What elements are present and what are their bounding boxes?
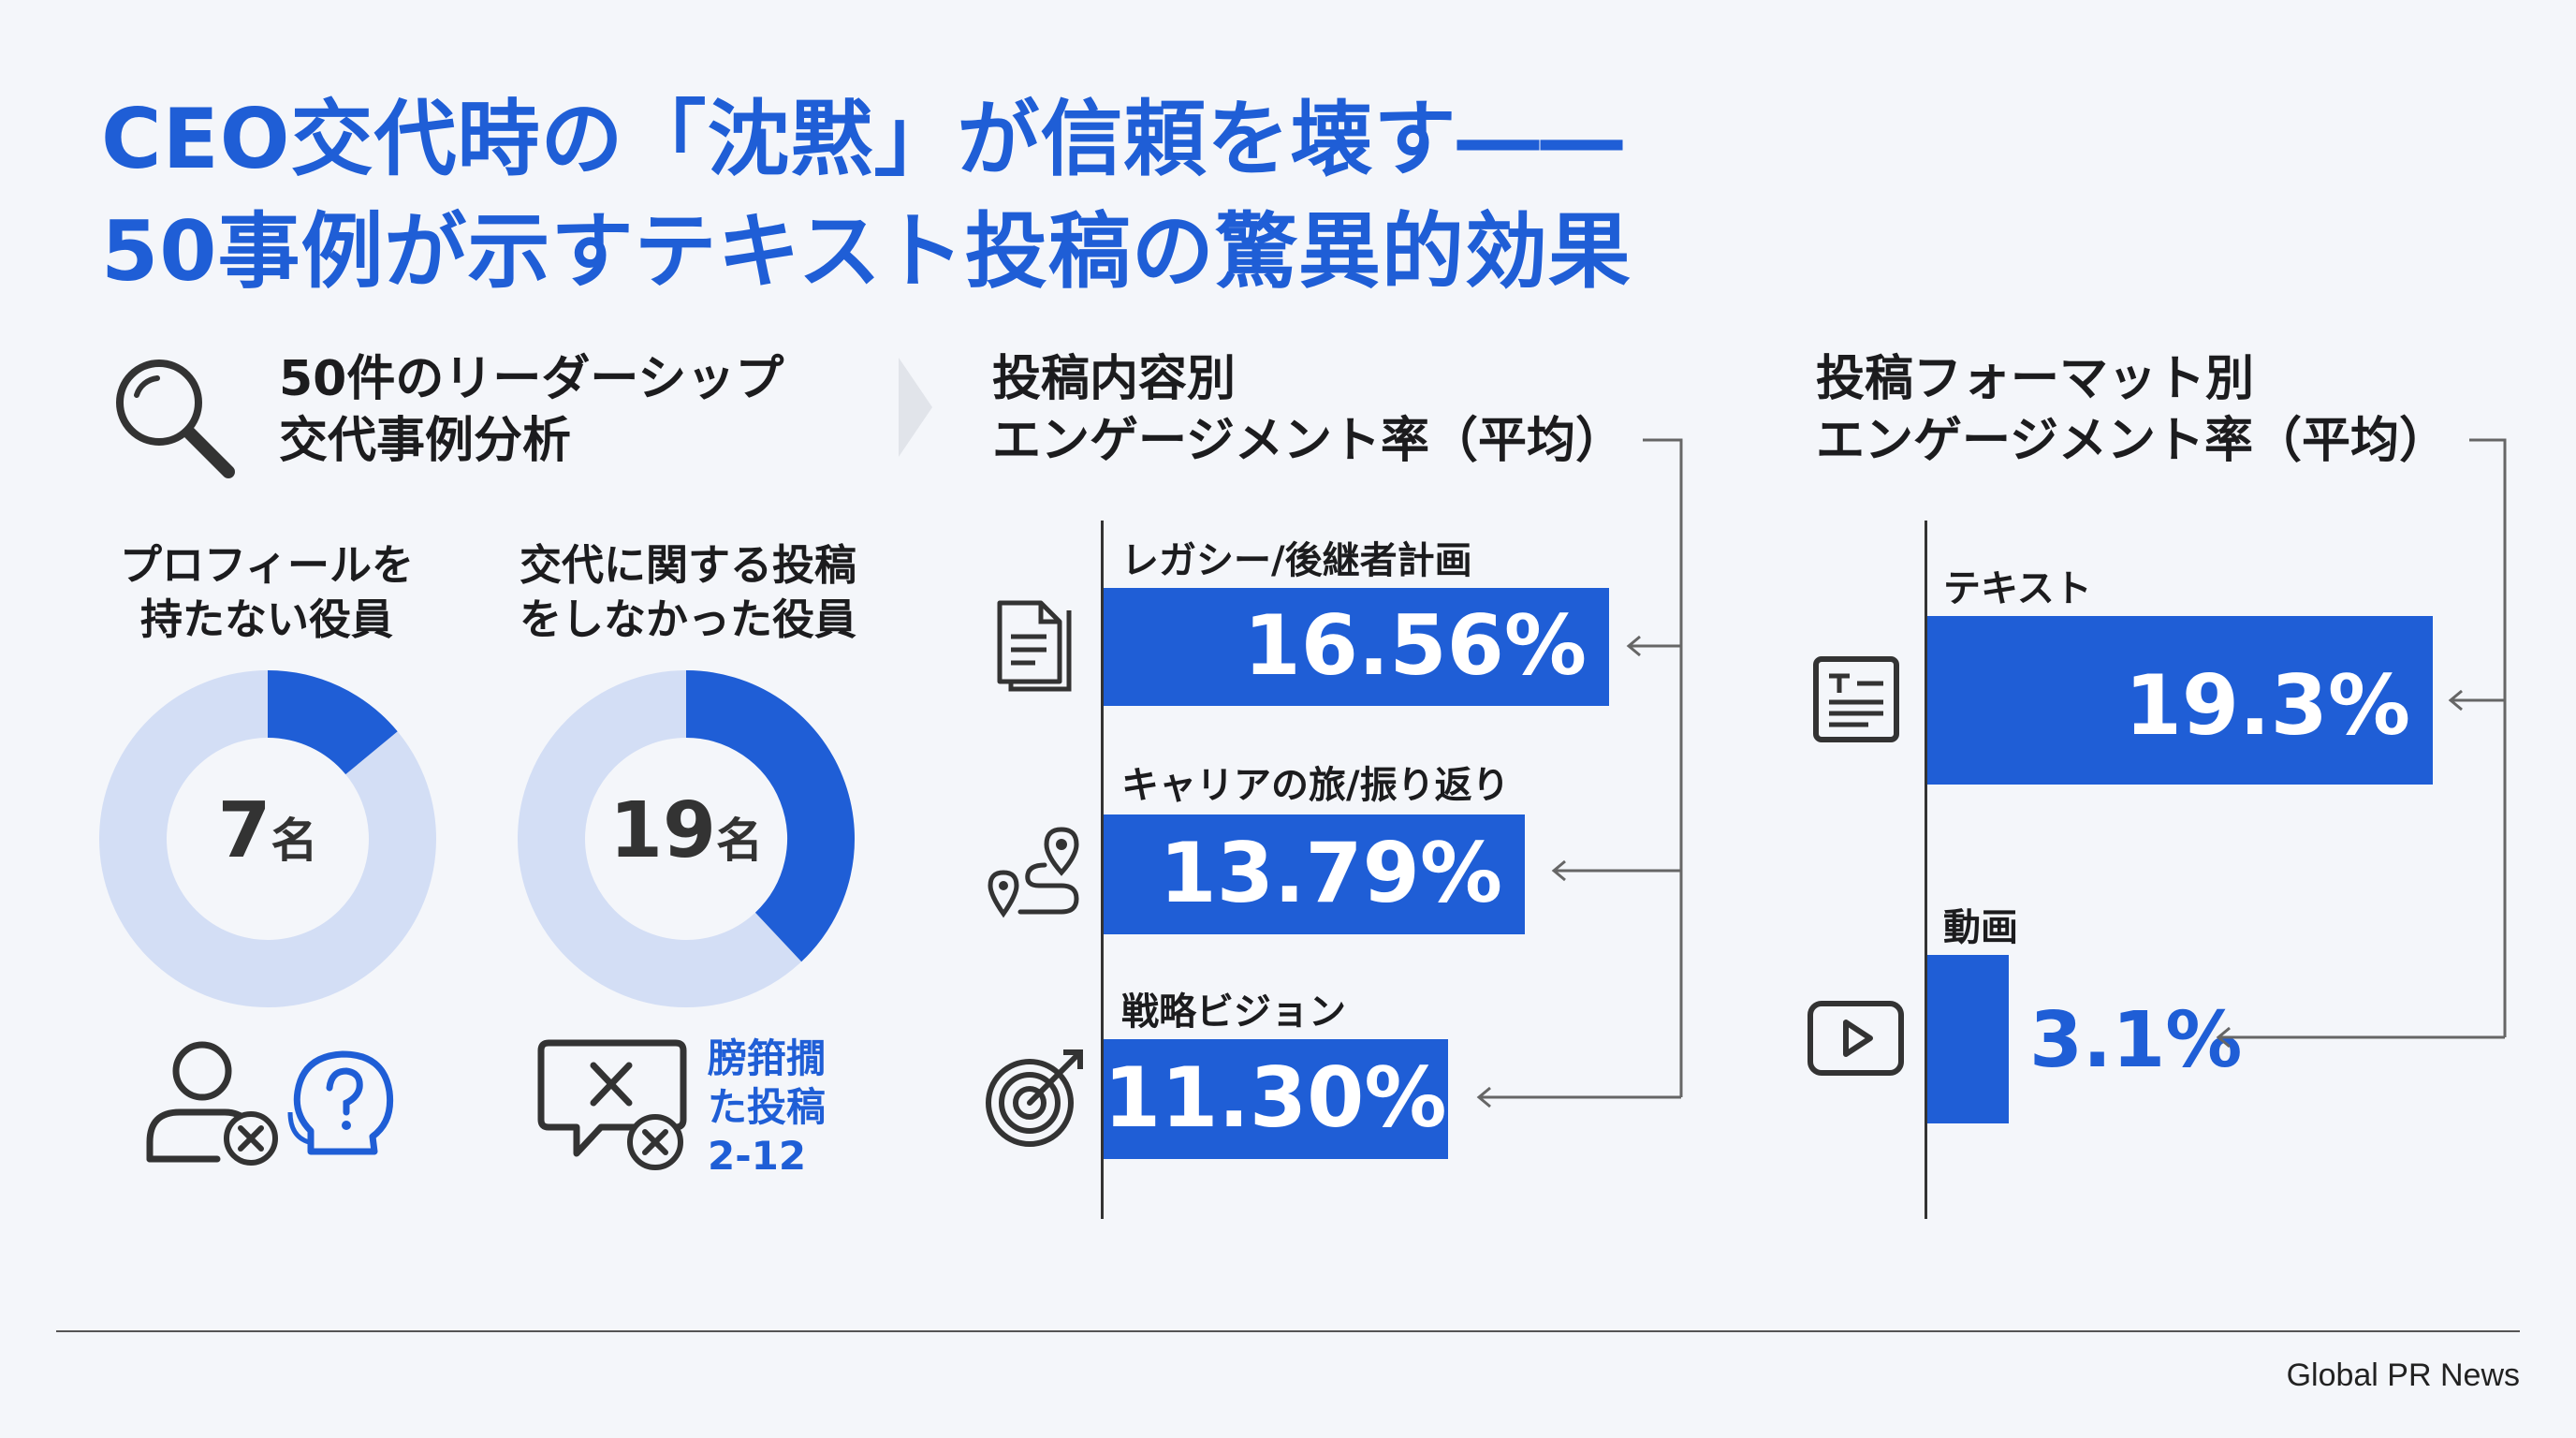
footer-divider bbox=[56, 1330, 2520, 1332]
document-icon bbox=[997, 600, 1072, 692]
no-profile-count: 7名 bbox=[98, 786, 437, 875]
no-post-label-line-2: をしなかった役員 bbox=[519, 594, 856, 644]
format-chart-axis bbox=[1925, 521, 1927, 1219]
content-chart-axis bbox=[1101, 521, 1104, 1219]
bar-value-vision: 11.30% bbox=[1104, 1049, 1447, 1146]
format-chart-title-line-2: エンゲージメント率（平均） bbox=[1816, 413, 2448, 469]
bar-label-vision: 戦略ビジョン bbox=[1121, 990, 1346, 1034]
user-x-icon bbox=[146, 1041, 278, 1166]
analysis-header-line-2: 交代事例分析 bbox=[279, 413, 572, 469]
bar-vision bbox=[1104, 1039, 1448, 1159]
footer-source: Global PR News bbox=[2286, 1357, 2520, 1393]
no-profile-donut bbox=[99, 670, 436, 1007]
content-chart-title-line-1: 投稿内容別 bbox=[992, 351, 1237, 407]
title-line-2: 50事例が示すテキスト投稿の驚異的効果 bbox=[101, 203, 1632, 300]
route-pin-icon bbox=[988, 827, 1079, 918]
head-question-icon bbox=[287, 1050, 394, 1155]
note-line-2: た投稿 bbox=[708, 1084, 827, 1130]
bar-label-legacy: レガシー/後継者計画 bbox=[1121, 539, 1472, 582]
bar-label-video: 動画 bbox=[1943, 906, 2018, 949]
no-profile-unit: 名 bbox=[271, 814, 318, 868]
bar-legacy bbox=[1104, 588, 1609, 706]
bar-value-career: 13.79% bbox=[1159, 825, 1502, 921]
no-post-label-line-1: 交代に関する投稿 bbox=[519, 540, 856, 590]
bar-value-text: 19.3% bbox=[2124, 657, 2410, 754]
bar-value-video: 3.1% bbox=[2029, 996, 2243, 1085]
video-play-icon bbox=[1808, 1001, 1904, 1076]
bar-label-text: テキスト bbox=[1943, 567, 2092, 610]
no-profile-value: 7 bbox=[217, 786, 271, 875]
bar-text bbox=[1927, 616, 2433, 785]
note-line-1: 膀箝撊 bbox=[708, 1035, 827, 1081]
no-profile-label-line-1: プロフィールを bbox=[119, 540, 415, 590]
content-chart-title-line-2: エンゲージメント率（平均） bbox=[992, 413, 1624, 469]
analysis-header-line-1: 50件のリーダーシップ bbox=[279, 351, 784, 407]
no-post-count: 19名 bbox=[517, 786, 856, 875]
message-x-icon bbox=[537, 1039, 687, 1170]
no-post-donut bbox=[518, 670, 855, 1007]
note-line-3: 2-12 bbox=[708, 1133, 807, 1179]
bar-label-career: キャリアの旅/振り返り bbox=[1121, 764, 1510, 807]
no-profile-label-line-2: 持たない役員 bbox=[139, 594, 393, 644]
text-document-icon bbox=[1813, 656, 1899, 742]
chevron-right-icon bbox=[899, 358, 932, 457]
no-post-value: 19 bbox=[608, 786, 717, 875]
no-post-donut-segment bbox=[685, 670, 855, 962]
magnifier-icon bbox=[116, 360, 235, 478]
title-line-1: CEO交代時の「沈黙」が信頼を壊す―― bbox=[101, 91, 1624, 187]
bar-video bbox=[1927, 955, 2009, 1123]
bar-value-legacy: 16.56% bbox=[1243, 597, 1587, 694]
format-chart-title-line-1: 投稿フォーマット別 bbox=[1816, 351, 2255, 407]
bar-career bbox=[1104, 814, 1525, 934]
target-arrow-icon bbox=[986, 1049, 1083, 1147]
no-profile-donut-segment bbox=[266, 670, 398, 775]
no-post-unit: 名 bbox=[716, 814, 764, 868]
